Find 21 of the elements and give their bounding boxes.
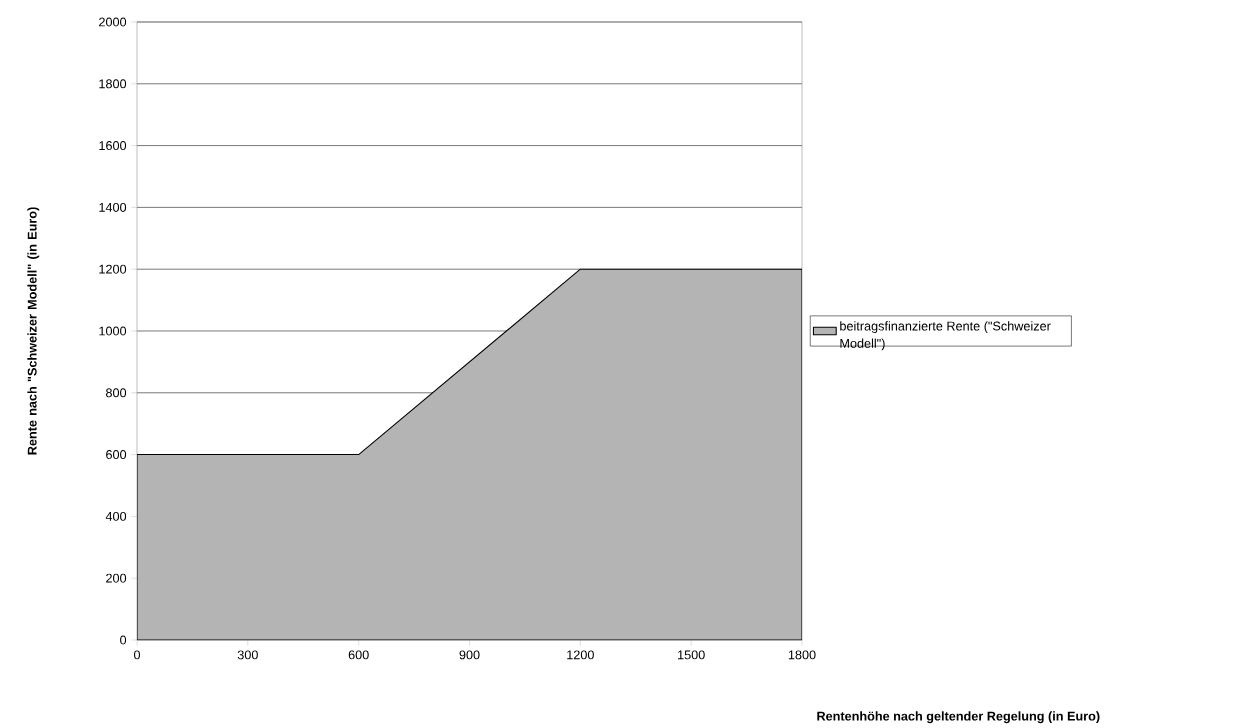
x-tick-label: 600 [348,650,369,660]
y-tick-label: 600 [106,450,127,460]
y-tick-label: 200 [106,573,127,583]
y-tick-label: 400 [105,511,127,521]
y-tick-label: 1800 [99,79,127,89]
y-tick-label: 2000 [99,17,127,27]
x-tick-label: 900 [459,650,480,660]
x-tick-label: 0 [133,650,141,660]
y-tick-label: 800 [106,388,127,398]
y-tick-label: 0 [120,635,127,645]
y-axis-title: Rente nach "Schweizer Modell" (in Euro) [27,207,40,455]
x-axis-title: Rentenhöhe nach geltender Regelung (in Euro) [817,711,1100,724]
legend-label: beitragsfinanzierte Rente ("Schweizer Modell") [840,321,1051,351]
y-tick-label: 1600 [99,141,127,151]
x-tick-label: 1800 [788,650,816,660]
y-tick-label: 1200 [99,264,127,274]
y-tick-label: 1000 [99,326,127,336]
x-tick-label: 300 [237,650,258,660]
x-tick-label: 1200 [567,650,594,660]
y-tick-label: 1400 [99,202,127,212]
x-tick-label: 1500 [678,650,705,660]
